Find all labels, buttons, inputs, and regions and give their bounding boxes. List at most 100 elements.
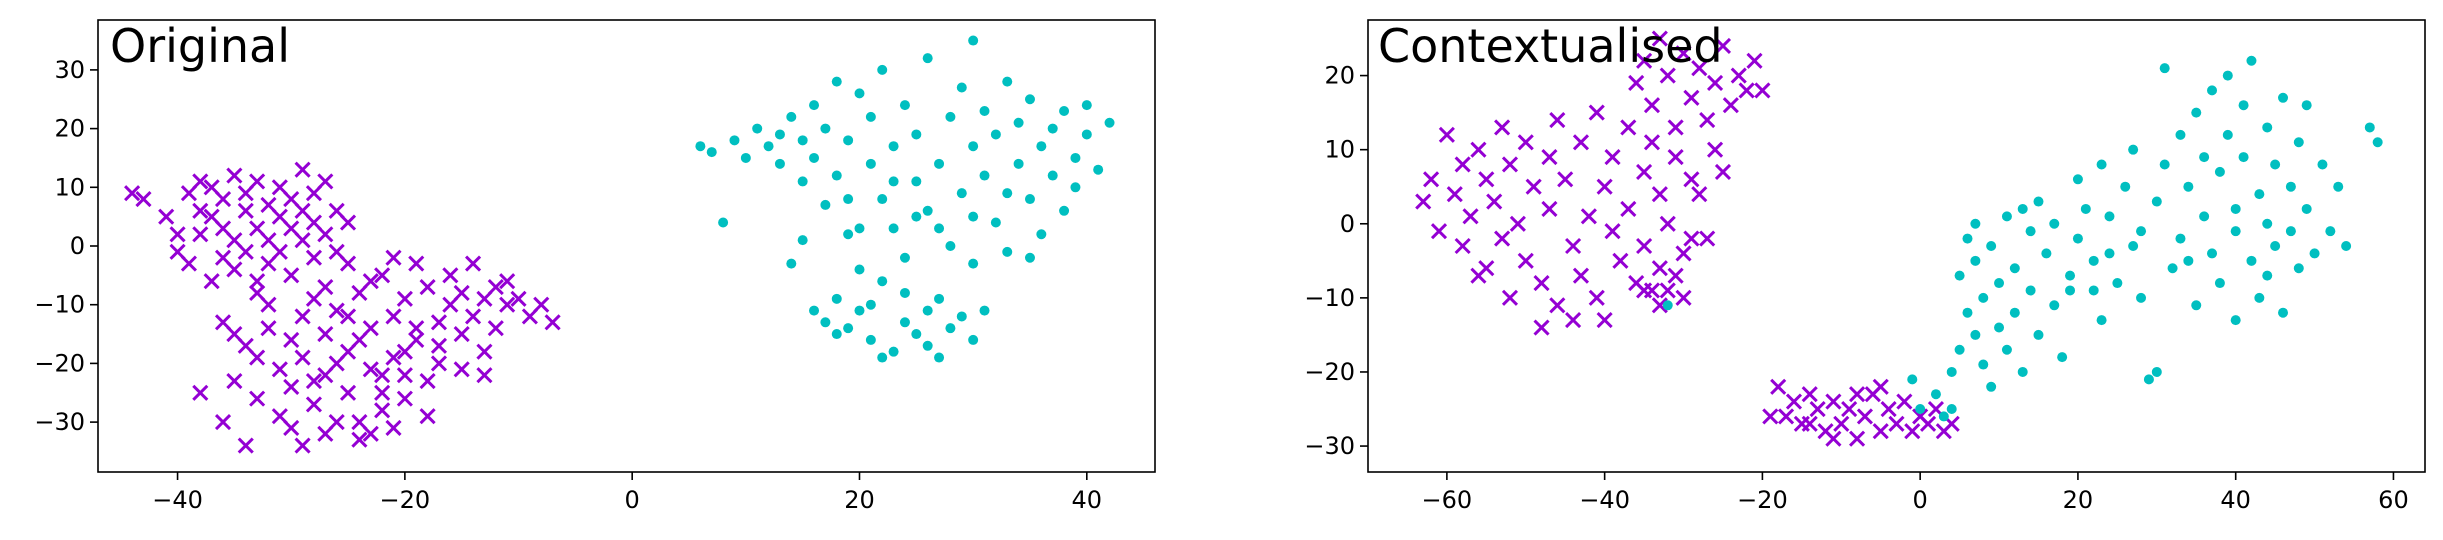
x-marker-point (339, 308, 357, 325)
dot-marker-point (809, 305, 820, 316)
dot-marker-point (968, 258, 979, 269)
x-marker-point (1438, 126, 1455, 143)
x-marker-point (1778, 408, 1795, 425)
dot-marker-point (831, 76, 842, 87)
x-marker-point (339, 384, 357, 401)
x-marker-point (385, 349, 402, 366)
dot-marker-point (2301, 203, 2312, 214)
dot-marker-point (854, 88, 865, 99)
dot-marker-point (854, 223, 865, 234)
dot-marker-point (1907, 374, 1918, 385)
dot-marker-point (1954, 270, 1965, 281)
dot-marker-point (2017, 366, 2028, 377)
x-tick-label: −40 (1579, 486, 1630, 514)
dot-marker-point (740, 152, 751, 163)
x-marker-point (1588, 104, 1605, 121)
y-tick-label: −20 (34, 349, 85, 377)
dot-marker-point (2214, 278, 2225, 289)
x-marker-point (1636, 52, 1653, 69)
x-marker-point (374, 267, 391, 284)
x-marker-point (1478, 171, 1495, 188)
dot-marker-point (1059, 105, 1070, 116)
x-marker-point (317, 325, 334, 343)
dot-marker-point (1013, 158, 1024, 169)
x-marker-point (1691, 186, 1708, 203)
dot-marker-point (820, 123, 831, 134)
dot-marker-point (934, 158, 945, 169)
x-marker-point (1872, 378, 1889, 395)
dot-marker-point (2270, 159, 2281, 170)
x-marker-point (1596, 312, 1613, 329)
dot-marker-point (979, 170, 990, 181)
dot-marker-point (2262, 122, 2273, 133)
dot-marker-point (1930, 389, 1941, 400)
dot-marker-point (843, 135, 854, 146)
x-marker-point (1572, 267, 1590, 284)
dot-marker-point (990, 217, 1001, 228)
dot-marker-point (786, 111, 797, 122)
x-tick-label: −40 (152, 486, 203, 514)
y-tick-label: 10 (1324, 136, 1355, 164)
x-marker-point (430, 337, 448, 354)
x-marker-point (362, 273, 379, 290)
x-marker-point (1462, 208, 1479, 225)
dot-marker-point (1104, 117, 1115, 128)
x-marker-point (1833, 415, 1850, 432)
x-marker-point (1801, 415, 1818, 432)
dot-marker-point (956, 188, 967, 199)
x-marker-point (465, 255, 482, 272)
x-marker-point (1501, 289, 1519, 306)
dot-marker-point (979, 305, 990, 316)
x-marker-point (237, 437, 254, 454)
x-marker-point (385, 308, 402, 325)
dot-marker-point (695, 141, 706, 152)
x-marker-point (214, 190, 232, 208)
dot-marker-point (809, 152, 820, 163)
dot-marker-point (2293, 137, 2304, 148)
dot-marker-point (2175, 233, 2186, 244)
x-marker-point (249, 349, 266, 366)
x-marker-point (1549, 297, 1566, 314)
x-marker-point (1675, 245, 1692, 262)
x-marker-point (1707, 141, 1724, 158)
x-marker-point (1848, 430, 1866, 447)
x-marker-point (271, 361, 288, 378)
x-marker-point (1580, 208, 1597, 225)
x-marker-point (1746, 52, 1763, 69)
dot-marker-point (1970, 255, 1981, 266)
x-marker-point (351, 331, 368, 348)
dot-marker-point (2001, 344, 2012, 355)
x-marker-point (1533, 274, 1550, 292)
x-marker-point (374, 384, 391, 401)
x-marker-point (1785, 393, 1803, 410)
x-marker-point (294, 349, 311, 366)
dot-marker-point (786, 258, 797, 269)
x-marker-point (533, 296, 550, 313)
dot-marker-point (2191, 107, 2202, 118)
x-marker-point (305, 396, 323, 413)
dot-marker-point (968, 211, 979, 222)
dot-marker-point (888, 223, 899, 234)
x-marker-point (158, 208, 175, 225)
x-marker-point (487, 279, 504, 296)
x-marker-point (1643, 97, 1661, 114)
dot-marker-point (1081, 129, 1092, 140)
x-marker-point (226, 261, 243, 278)
dot-marker-point (1024, 194, 1035, 205)
dot-marker-point (843, 323, 854, 334)
x-marker-point (249, 390, 266, 407)
x-marker-point (294, 437, 311, 454)
x-marker-point (1572, 134, 1590, 151)
dot-marker-point (2333, 181, 2344, 192)
dot-marker-point (968, 334, 979, 345)
x-marker-point (1541, 200, 1558, 218)
dot-marker-point (922, 53, 933, 64)
x-marker-point (1557, 171, 1574, 188)
dot-marker-point (2317, 159, 2328, 170)
x-tick-label: 40 (2220, 486, 2251, 514)
x-marker-point (430, 355, 448, 372)
x-marker-point (476, 367, 493, 384)
dot-marker-point (934, 352, 945, 363)
x-marker-point (305, 249, 323, 266)
